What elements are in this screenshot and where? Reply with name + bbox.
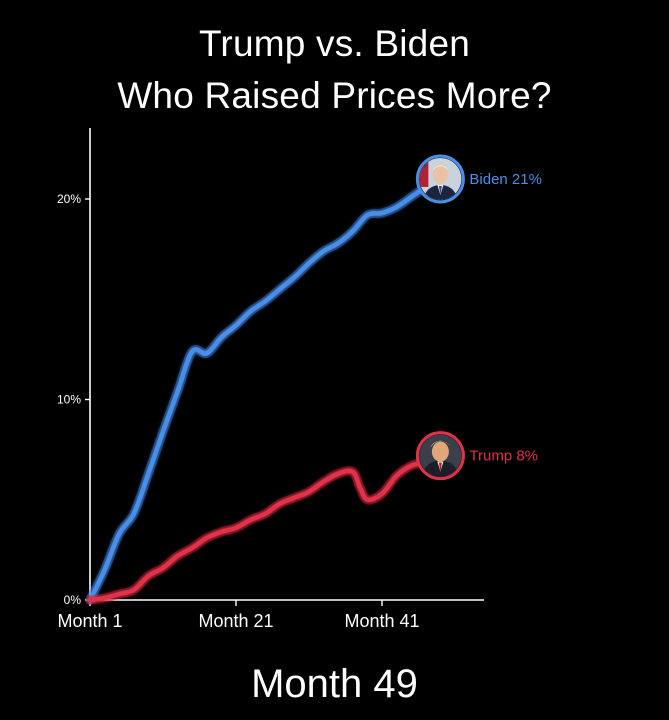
biden-portrait-icon [415,154,465,204]
trump-portrait-icon [415,431,465,481]
line-chart: 0% 10% 20% Month 1 Month 21 Month 41 Biden 21… [57,128,542,631]
current-month-label: Month 49 [251,662,418,706]
hair [430,440,451,448]
face [432,163,449,184]
tie [438,462,442,473]
trump-avatar-face [419,434,462,477]
face [431,441,449,462]
chart-subtitle: Who Raised Prices More? [117,75,552,116]
biden-series-line [87,176,443,603]
biden-series-glow [85,174,445,605]
flag-stripe [419,157,429,187]
y-tick-label: 10% [57,393,81,407]
x-tick-label: Month 1 [57,611,122,631]
x-tick-label: Month 21 [198,611,273,631]
trump-end-label: Trump 8% [469,448,538,465]
hair [432,164,449,171]
y-tick-label: 20% [57,192,81,206]
y-tick-label: 0% [64,593,82,607]
trump-series-line [87,453,443,603]
biden-end-label: Biden 21% [469,171,542,188]
x-tick-label: Month 41 [344,611,419,631]
tie [438,185,442,195]
biden-avatar-face [419,157,462,200]
chart-title: Trump vs. Biden [199,23,470,64]
